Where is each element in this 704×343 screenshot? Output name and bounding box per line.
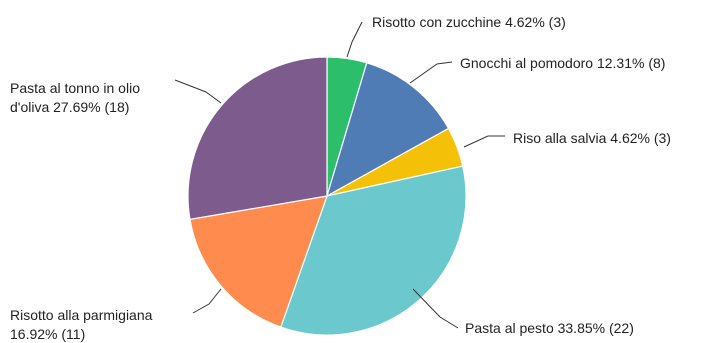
slice-label: Risotto con zucchine 4.62% (3) xyxy=(372,14,566,30)
slice-label-line: Pasta al pesto 33.85% (22) xyxy=(465,320,634,336)
leader-line xyxy=(409,61,453,84)
leader-line xyxy=(192,288,222,314)
slice-label: Riso alla salvia 4.62% (3) xyxy=(513,130,671,146)
leader-line xyxy=(174,79,222,104)
slice-labels: Risotto con zucchine 4.62% (3) Gnocchi al… xyxy=(10,14,671,342)
slice-label-line: Gnocchi al pomodoro 12.31% (8) xyxy=(460,55,665,71)
slice-label-line: d'oliva 27.69% (18) xyxy=(10,99,129,115)
slice-label: Pasta al pesto 33.85% (22) xyxy=(465,320,634,336)
leader-lines xyxy=(174,21,505,329)
slice-label-line: Pasta al tonno in olio xyxy=(10,80,140,96)
leader-line xyxy=(463,135,505,148)
pie-slice xyxy=(326,62,450,198)
slice-label-line: Risotto alla parmigiana xyxy=(10,307,153,323)
slice-label-line: 16.92% (11) xyxy=(10,326,85,342)
leader-line xyxy=(346,21,363,58)
pie-slices xyxy=(187,56,467,336)
slice-label: Pasta al tonno in olio d'oliva 27.69% (18… xyxy=(10,80,140,115)
slice-label-line: Riso alla salvia 4.62% (3) xyxy=(513,130,671,146)
pie-slice xyxy=(189,195,328,328)
slice-label: Risotto alla parmigiana 16.92% (11) xyxy=(10,307,153,342)
pie-slice xyxy=(280,165,467,336)
pie-slice xyxy=(187,56,328,221)
slice-label-line: Risotto con zucchine 4.62% (3) xyxy=(372,14,566,30)
leader-line xyxy=(412,288,459,329)
slice-label: Gnocchi al pomodoro 12.31% (8) xyxy=(460,55,665,71)
